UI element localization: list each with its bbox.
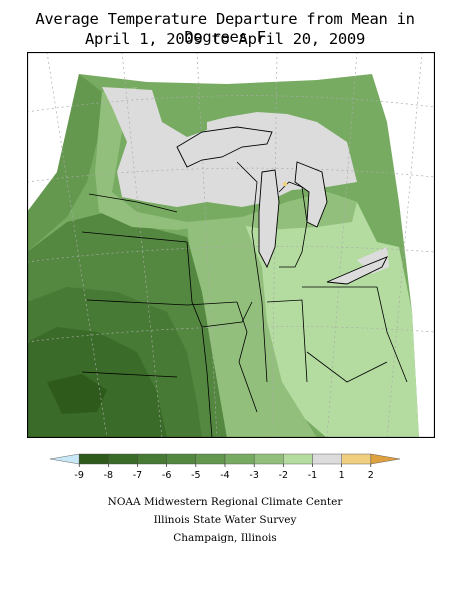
legend-swatch <box>370 453 401 465</box>
legend-swatch <box>137 453 167 465</box>
zone-minus-3 <box>187 217 317 438</box>
legend-tick-label: 1 <box>339 470 345 481</box>
legend-tick-label: -1 <box>308 470 317 481</box>
lake-superior <box>176 126 273 168</box>
credit-line-2: Illinois State Water Survey <box>153 514 297 526</box>
boundary-ohio-river <box>306 351 388 383</box>
state-boundaries <box>81 161 408 438</box>
legend-tick-labels: -9 -8 -7 -6 -5 -4 -3 -2 -1 1 2 <box>74 464 374 481</box>
legend-tick-label: -8 <box>104 470 113 481</box>
boundary-mn-north <box>88 193 178 213</box>
positive-anomaly-spot <box>282 181 288 187</box>
legend-swatch <box>49 453 80 465</box>
michigan-peninsula <box>278 181 308 268</box>
boundary-dakota <box>81 231 188 243</box>
legend-tick-label: -5 <box>191 470 200 481</box>
zone-minus-8 <box>47 374 107 414</box>
legend-swatch <box>283 453 313 465</box>
boundary-in-oh <box>266 299 308 383</box>
boundary-oh-pa <box>376 286 408 383</box>
graticule <box>27 52 435 438</box>
legend-swatch <box>341 453 372 465</box>
legend-swatch <box>78 453 109 465</box>
lake-erie <box>326 256 388 285</box>
legend-tick-label: -7 <box>133 470 142 481</box>
legend-swatch <box>166 453 197 465</box>
zone-minus-4-nw <box>27 74 102 252</box>
credit-line-1: NOAA Midwestern Regional Climate Center <box>107 496 343 508</box>
map-title-line-2: April 1, 2009 to April 20, 2009 <box>85 30 365 48</box>
lake-huron <box>294 161 328 228</box>
legend-swatches <box>49 453 401 465</box>
map-title-line-1: Average Temperature Departure from Mean … <box>35 10 415 46</box>
legend-swatch <box>195 453 226 465</box>
color-legend: -9 -8 -7 -6 -5 -4 -3 -2 -1 1 2 <box>49 453 401 481</box>
credit-line-3: Champaign, Illinois <box>173 532 277 544</box>
legend-tick-label: -9 <box>74 470 83 481</box>
legend-tick-label: -6 <box>162 470 171 481</box>
boundary-ia-south <box>201 301 253 328</box>
legend-tick-label: -3 <box>249 470 258 481</box>
boundary-ne-ks <box>81 371 178 378</box>
legend-swatch <box>312 453 342 465</box>
boundary-il-west <box>236 301 258 413</box>
boundary-sd-ne <box>86 299 188 306</box>
legend-swatch <box>253 453 284 465</box>
temperature-departure-map <box>27 52 435 438</box>
legend-tick-label: 2 <box>368 470 374 481</box>
lake-michigan <box>258 169 280 269</box>
map-frame <box>27 52 435 438</box>
boundary-ia-north <box>186 301 238 306</box>
boundary-wi-mi <box>236 161 258 233</box>
legend-swatch <box>108 453 138 465</box>
great-lakes <box>176 126 388 285</box>
boundary-il-in <box>251 231 268 383</box>
legend-swatch <box>224 453 255 465</box>
legend-tick-label: -2 <box>279 470 288 481</box>
legend-tick-label: -4 <box>220 470 229 481</box>
